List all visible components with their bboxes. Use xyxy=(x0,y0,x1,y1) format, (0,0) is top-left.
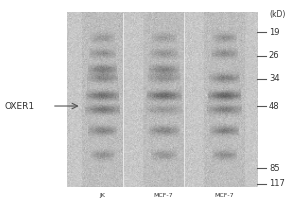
Text: 48: 48 xyxy=(269,102,280,111)
Text: MCF-7: MCF-7 xyxy=(214,193,233,198)
Text: 26: 26 xyxy=(269,51,280,60)
Text: 19: 19 xyxy=(269,28,279,37)
Text: OXER1: OXER1 xyxy=(4,102,34,111)
Text: 34: 34 xyxy=(269,74,280,83)
Text: (kD): (kD) xyxy=(269,10,285,19)
Text: MCF-7: MCF-7 xyxy=(154,193,173,198)
Text: JK: JK xyxy=(99,193,105,198)
Text: 85: 85 xyxy=(269,164,280,173)
Text: 117: 117 xyxy=(269,179,285,188)
